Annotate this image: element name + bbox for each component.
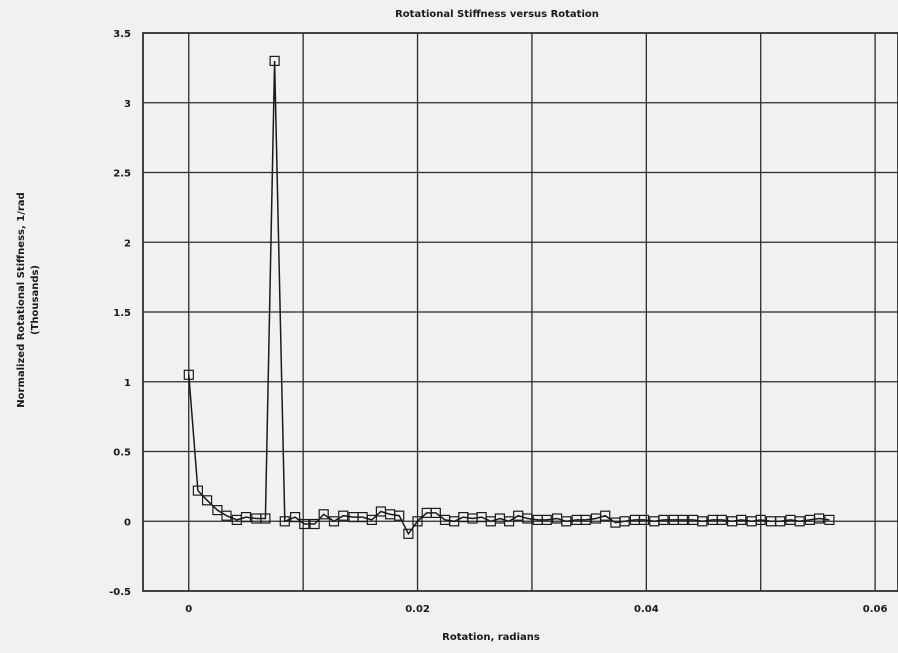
data-point-marker (240, 511, 252, 523)
series-markers (183, 55, 835, 539)
y-axis-subtitle: (Thousands) (30, 265, 41, 335)
data-point-marker (192, 485, 203, 496)
data-point-marker (366, 514, 377, 526)
x-tick-label: 0.06 (863, 604, 888, 615)
series-polyline (188, 60, 830, 536)
grid-lines (143, 33, 898, 591)
x-tick-label: 0.02 (405, 604, 430, 615)
data-point-marker (338, 510, 349, 521)
x-axis-title: Rotation, radians (442, 632, 540, 643)
y-tick-labels: -0.5 0 0.5 1 1.5 2 2.5 3 3.5 (109, 29, 131, 598)
data-point-marker (716, 514, 727, 526)
data-point-marker (403, 528, 414, 539)
data-point-marker (522, 513, 533, 524)
y-tick-label: -0.5 (109, 587, 131, 598)
data-point-marker (561, 516, 572, 527)
data-point-marker (504, 516, 515, 527)
y-axis-title: Normalized Rotational Stiffness, 1/rad (16, 192, 27, 407)
y-tick-label: 1.5 (113, 308, 131, 319)
data-point-marker (394, 510, 405, 521)
x-tick-label: 0 (185, 604, 192, 615)
data-point-marker (269, 55, 280, 67)
data-point-marker (638, 514, 650, 526)
x-tick-label: 0.04 (634, 604, 659, 615)
data-point-marker (580, 514, 591, 526)
data-point-marker (279, 516, 290, 527)
data-point-marker (794, 516, 805, 527)
data-point-marker (677, 514, 689, 526)
data-point-marker (309, 518, 320, 530)
y-tick-label: 2 (124, 238, 131, 249)
data-point-marker (212, 505, 223, 516)
data-point-marker (755, 514, 766, 526)
data-point-marker (824, 514, 835, 526)
data-point-marker (736, 514, 747, 526)
y-tick-label: 0 (124, 517, 131, 528)
data-point-marker (318, 509, 329, 520)
data-point-marker (541, 514, 552, 526)
data-point-marker (600, 510, 611, 521)
data-point-marker (619, 516, 630, 527)
y-tick-label: 2.5 (113, 169, 131, 180)
data-point-marker (183, 369, 194, 380)
data-point-marker (658, 514, 669, 526)
data-point-marker (299, 518, 310, 530)
y-tick-label: 1 (124, 378, 131, 389)
data-point-marker (260, 513, 271, 524)
y-tick-label: 3 (124, 99, 131, 110)
data-point-marker (221, 510, 232, 521)
series-line (188, 60, 830, 536)
data-point-marker (412, 516, 423, 527)
y-tick-label: 0.5 (113, 448, 131, 459)
data-point-marker (697, 516, 708, 527)
data-point-marker (328, 516, 340, 527)
data-point-marker (202, 495, 213, 506)
chart-title: Rotational Stiffness versus Rotation (395, 9, 599, 20)
data-point-marker (775, 516, 786, 527)
x-tick-labels: 0 0.02 0.04 0.06 (185, 604, 887, 615)
y-tick-label: 3.5 (113, 29, 131, 40)
data-point-marker (430, 507, 441, 518)
data-point-marker (813, 513, 825, 524)
data-point-marker (290, 511, 301, 523)
